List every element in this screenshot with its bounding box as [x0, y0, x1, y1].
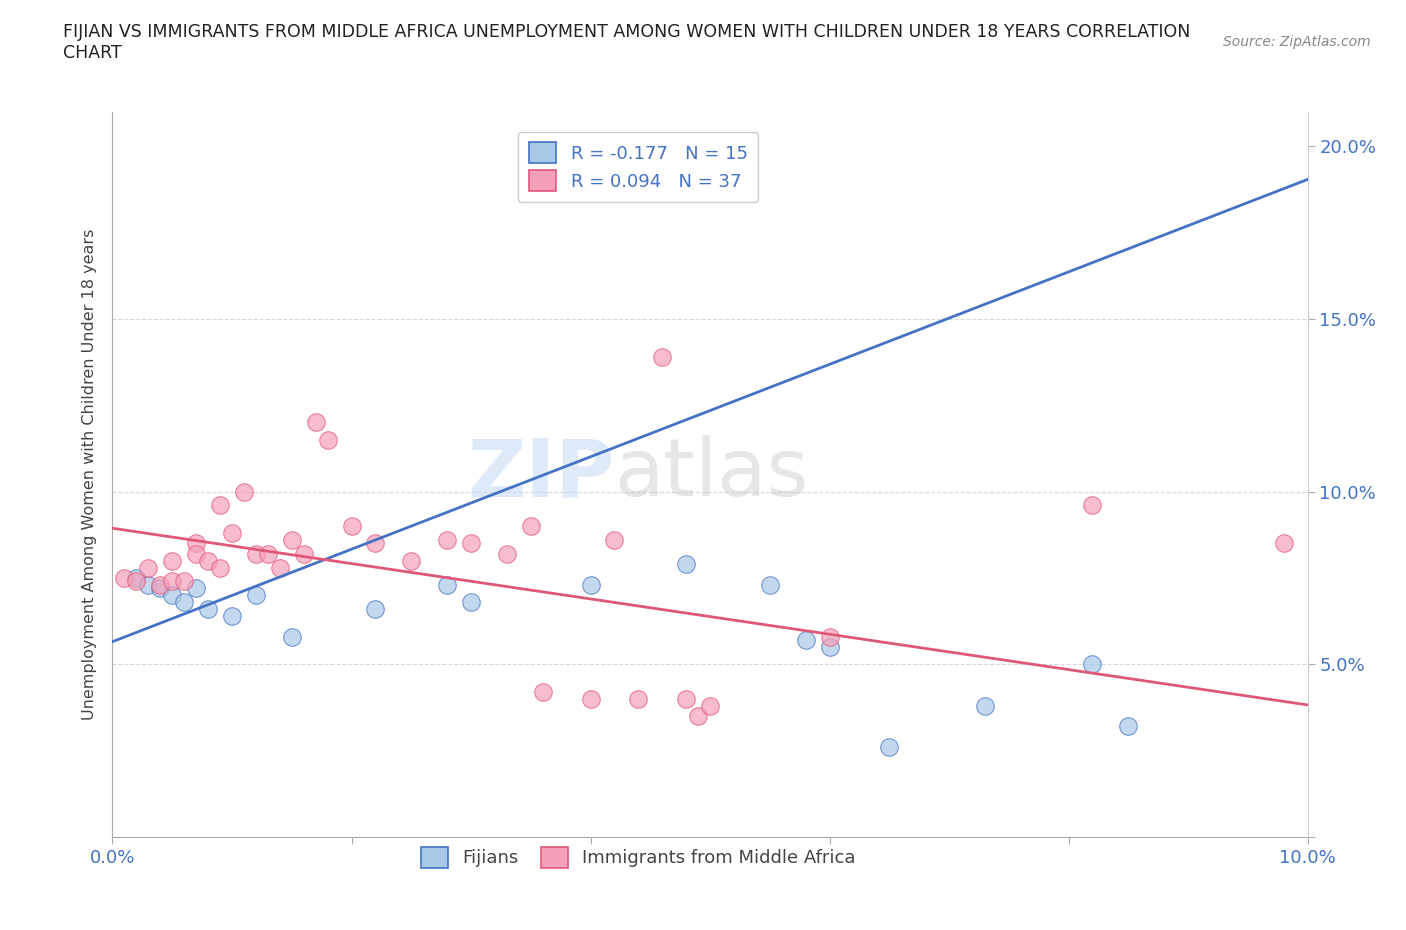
Point	[125, 570, 148, 585]
Point	[699, 698, 721, 713]
Point	[138, 578, 160, 592]
Point	[688, 709, 710, 724]
Point	[1081, 657, 1104, 671]
Point	[162, 553, 183, 568]
Point	[579, 578, 602, 592]
Point	[364, 536, 387, 551]
Point	[460, 536, 482, 551]
Point	[436, 533, 458, 548]
Point	[209, 498, 232, 512]
Point	[974, 698, 997, 713]
Point	[675, 691, 697, 706]
Point	[269, 560, 291, 575]
Point	[759, 578, 782, 592]
Point	[162, 588, 183, 603]
Point	[579, 691, 602, 706]
Point	[436, 578, 458, 592]
Point	[292, 546, 315, 561]
Point	[162, 574, 183, 589]
Point	[245, 546, 267, 561]
Point	[340, 519, 363, 534]
Point	[281, 533, 304, 548]
Point	[1272, 536, 1295, 551]
Point	[186, 546, 208, 561]
Point	[257, 546, 280, 561]
Point	[221, 525, 243, 540]
Text: Source: ZipAtlas.com: Source: ZipAtlas.com	[1223, 35, 1371, 49]
Point	[173, 594, 195, 609]
Point	[460, 594, 482, 609]
Point	[1118, 719, 1140, 734]
Point	[818, 640, 841, 655]
Point	[1081, 498, 1104, 512]
Point	[520, 519, 543, 534]
Point	[531, 684, 554, 699]
Point	[496, 546, 519, 561]
Point	[627, 691, 650, 706]
Point	[879, 739, 901, 754]
Point	[186, 536, 208, 551]
Point	[675, 557, 697, 572]
Point	[221, 608, 243, 623]
Text: atlas: atlas	[614, 435, 808, 513]
Point	[125, 574, 148, 589]
Point	[245, 588, 267, 603]
Point	[316, 432, 339, 447]
Point	[818, 630, 841, 644]
Point	[627, 153, 650, 167]
Point	[149, 578, 172, 592]
Point	[209, 560, 232, 575]
Point	[197, 602, 219, 617]
Point	[794, 632, 817, 647]
Point	[364, 602, 387, 617]
Point	[138, 560, 160, 575]
Point	[114, 570, 135, 585]
Y-axis label: Unemployment Among Women with Children Under 18 years: Unemployment Among Women with Children U…	[82, 229, 97, 720]
Text: FIJIAN VS IMMIGRANTS FROM MIDDLE AFRICA UNEMPLOYMENT AMONG WOMEN WITH CHILDREN U: FIJIAN VS IMMIGRANTS FROM MIDDLE AFRICA …	[63, 23, 1191, 62]
Point	[149, 581, 172, 596]
Point	[233, 485, 256, 499]
Point	[651, 350, 673, 365]
Point	[401, 553, 423, 568]
Point	[186, 581, 208, 596]
Point	[173, 574, 195, 589]
Point	[197, 553, 219, 568]
Point	[281, 630, 304, 644]
Point	[305, 415, 328, 430]
Point	[603, 533, 626, 548]
Legend: Fijians, Immigrants from Middle Africa: Fijians, Immigrants from Middle Africa	[413, 840, 863, 875]
Text: ZIP: ZIP	[467, 435, 614, 513]
